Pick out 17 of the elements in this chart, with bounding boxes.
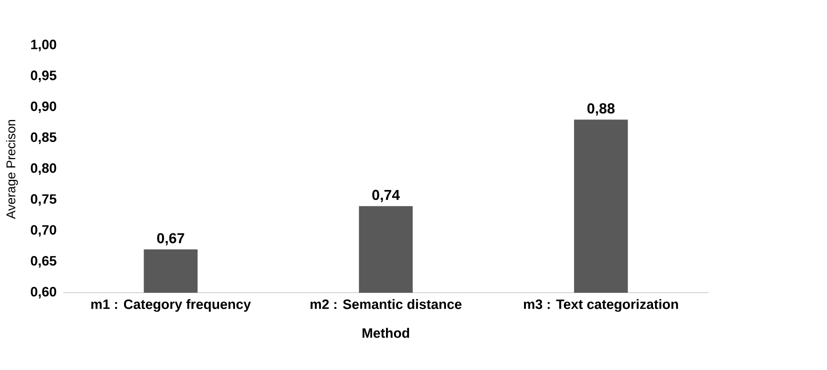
- y-tick-label: 0,85: [30, 132, 56, 144]
- y-tick-label: 0,60: [30, 286, 56, 298]
- y-tick-label: 0,75: [30, 194, 56, 206]
- data-label: 0,67: [157, 233, 184, 246]
- x-tick-label: m3 : Text categorization: [524, 299, 678, 312]
- y-tick-label: 1,00: [31, 40, 56, 52]
- y-tick-label: 0,70: [30, 225, 56, 237]
- y-tick-label: 0,65: [30, 256, 56, 268]
- x-tick-label: m2 : Semantic distance: [310, 299, 462, 310]
- x-tick-label: m1 : Category frequency: [91, 299, 251, 312]
- y-tick-label: 0,90: [30, 101, 56, 114]
- data-label: 0,74: [372, 190, 400, 202]
- x-axis-title: Method: [362, 328, 410, 338]
- y-tick-label: 0,80: [30, 163, 56, 175]
- y-axis-title: Average Precison: [6, 120, 18, 219]
- y-tick-label: 0,95: [30, 70, 56, 82]
- data-label: 0,88: [587, 103, 615, 116]
